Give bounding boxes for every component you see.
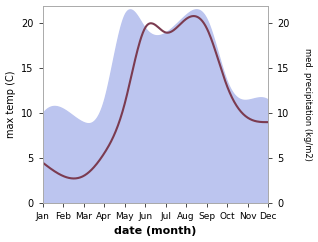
X-axis label: date (month): date (month) xyxy=(114,227,197,236)
Y-axis label: med. precipitation (kg/m2): med. precipitation (kg/m2) xyxy=(303,48,313,161)
Y-axis label: max temp (C): max temp (C) xyxy=(5,70,16,138)
